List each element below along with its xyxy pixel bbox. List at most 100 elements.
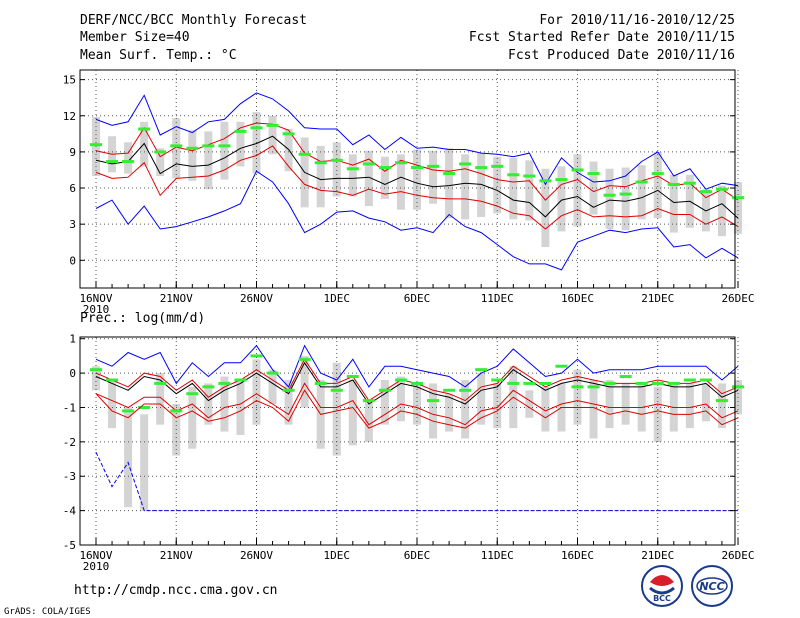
spread-box: [284, 379, 293, 425]
spread-box: [300, 355, 309, 408]
x-year-label: 2010: [83, 303, 110, 316]
x-tick-label: 21DEC: [641, 292, 674, 305]
spread-box: [621, 167, 630, 231]
x-tick-label: 16DEC: [561, 292, 594, 305]
member-size-label: Member Size=40: [80, 30, 190, 45]
spread-box: [364, 150, 373, 207]
spread-box: [653, 151, 662, 219]
spread-box: [541, 168, 550, 248]
spread-box: [204, 383, 213, 425]
spread-box: [477, 153, 486, 217]
spread-box: [605, 168, 614, 229]
spread-box: [332, 142, 341, 197]
series-line-spread_lower: [95, 145, 739, 230]
x-tick-label: 16NOV: [79, 292, 112, 305]
figure-title: DERF/NCC/BCC Monthly Forecast: [80, 13, 307, 28]
ncc-logo-text: NCC: [699, 580, 724, 593]
spread-box: [445, 148, 454, 219]
spread-box: [429, 150, 438, 204]
spread-box: [156, 148, 165, 176]
forecast-produced-date: Fcst Produced Date 2010/11/16: [508, 48, 735, 63]
spread-box: [685, 383, 694, 429]
spread-box: [140, 414, 149, 511]
y-tick-label: 1: [69, 333, 76, 346]
bcc-logo: BCC: [641, 565, 683, 607]
forecast-start-date: Fcst Started Refer Date 2010/11/15: [469, 30, 735, 45]
x-tick-label: 21NOV: [160, 549, 193, 562]
spread-box: [701, 189, 710, 232]
spread-box: [252, 359, 261, 425]
spread-box: [236, 121, 245, 167]
spread-box: [589, 161, 598, 215]
x-tick-label: 21NOV: [160, 292, 193, 305]
series-line-mean: [95, 361, 739, 405]
series-line-spread_lower: [95, 382, 739, 426]
x-tick-label: 26NOV: [240, 292, 273, 305]
y-tick-label: 12: [63, 110, 76, 123]
spread-box: [364, 400, 373, 442]
spread-box: [493, 156, 502, 214]
x-tick-label: 26DEC: [721, 292, 754, 305]
x-tick-label: 16NOV: [79, 549, 112, 562]
spread-box: [541, 386, 550, 432]
spread-box: [380, 156, 389, 199]
y-tick-label: 15: [63, 74, 76, 87]
y-tick-label: -1: [63, 401, 76, 414]
series-line-mean: [95, 135, 739, 219]
spread-box: [509, 157, 518, 220]
spread-box: [204, 131, 213, 190]
precipitation-chart: -5 -4 -3 -2 -1 0 1 16NOV 21NOV 26NOV 1DEC 6DEC 11DEC…: [63, 333, 755, 573]
spread-box: [461, 379, 470, 439]
x-tick-label: 1DEC: [324, 549, 351, 562]
spread-box: [621, 383, 630, 425]
spread-box: [380, 379, 389, 425]
spread-box: [717, 383, 726, 429]
spread-box: [396, 154, 405, 210]
spread-box: [268, 115, 277, 155]
y-tick-label: 0: [69, 367, 76, 380]
spread-box: [525, 390, 534, 418]
x-tick-label: 11DEC: [481, 292, 514, 305]
series-line-min: [95, 451, 738, 512]
ncc-logo: NCC: [691, 565, 733, 607]
plot-area: [80, 70, 735, 288]
x-tick-label: 21DEC: [641, 549, 674, 562]
spread-box: [156, 373, 165, 425]
spread-box: [445, 393, 454, 432]
source-url: http://cmdp.ncc.cma.gov.cn: [74, 583, 278, 598]
spread-box: [605, 379, 614, 429]
spread-box: [188, 386, 197, 449]
plot-frame: [79, 336, 736, 546]
spread-box: [348, 154, 357, 197]
temperature-panel-title: Mean Surf. Temp.: °C: [80, 48, 237, 63]
spread-box: [637, 165, 646, 220]
plot-frame: [79, 69, 736, 289]
y-tick-label: -4: [63, 505, 77, 518]
y-tick-label: -5: [63, 539, 76, 552]
y-tick-label: 0: [69, 254, 76, 267]
y-tick-label: -3: [63, 470, 76, 483]
series-line-max_upper: [95, 344, 739, 388]
x-tick-label: 6DEC: [404, 292, 431, 305]
spread-box: [124, 407, 133, 508]
spread-box: [589, 379, 598, 439]
x-tick-label: 1DEC: [324, 292, 351, 305]
x-tick-label: 16DEC: [561, 549, 594, 562]
series-line-max: [95, 170, 739, 271]
spread-box: [429, 383, 438, 439]
grads-credit: GrADS: COLA/IGES: [4, 607, 91, 617]
spread-box: [92, 366, 100, 391]
forecast-period: For 2010/11/16-2010/12/25: [539, 13, 735, 28]
y-tick-label: 9: [69, 146, 76, 159]
spread-box: [525, 160, 534, 221]
y-tick-label: 6: [69, 182, 76, 195]
temperature-chart: 0 3 6 9 12 15 16NOV 21NOV 26NOV 1DEC 6DEC 11DEC 16DE…: [63, 69, 755, 316]
spread-box: [108, 379, 117, 429]
x-tick-label: 6DEC: [404, 549, 431, 562]
x-tick-label: 26DEC: [721, 549, 754, 562]
spread-box: [557, 166, 566, 232]
spread-box: [348, 379, 357, 446]
spread-box: [316, 145, 325, 208]
spread-box: [172, 118, 181, 179]
